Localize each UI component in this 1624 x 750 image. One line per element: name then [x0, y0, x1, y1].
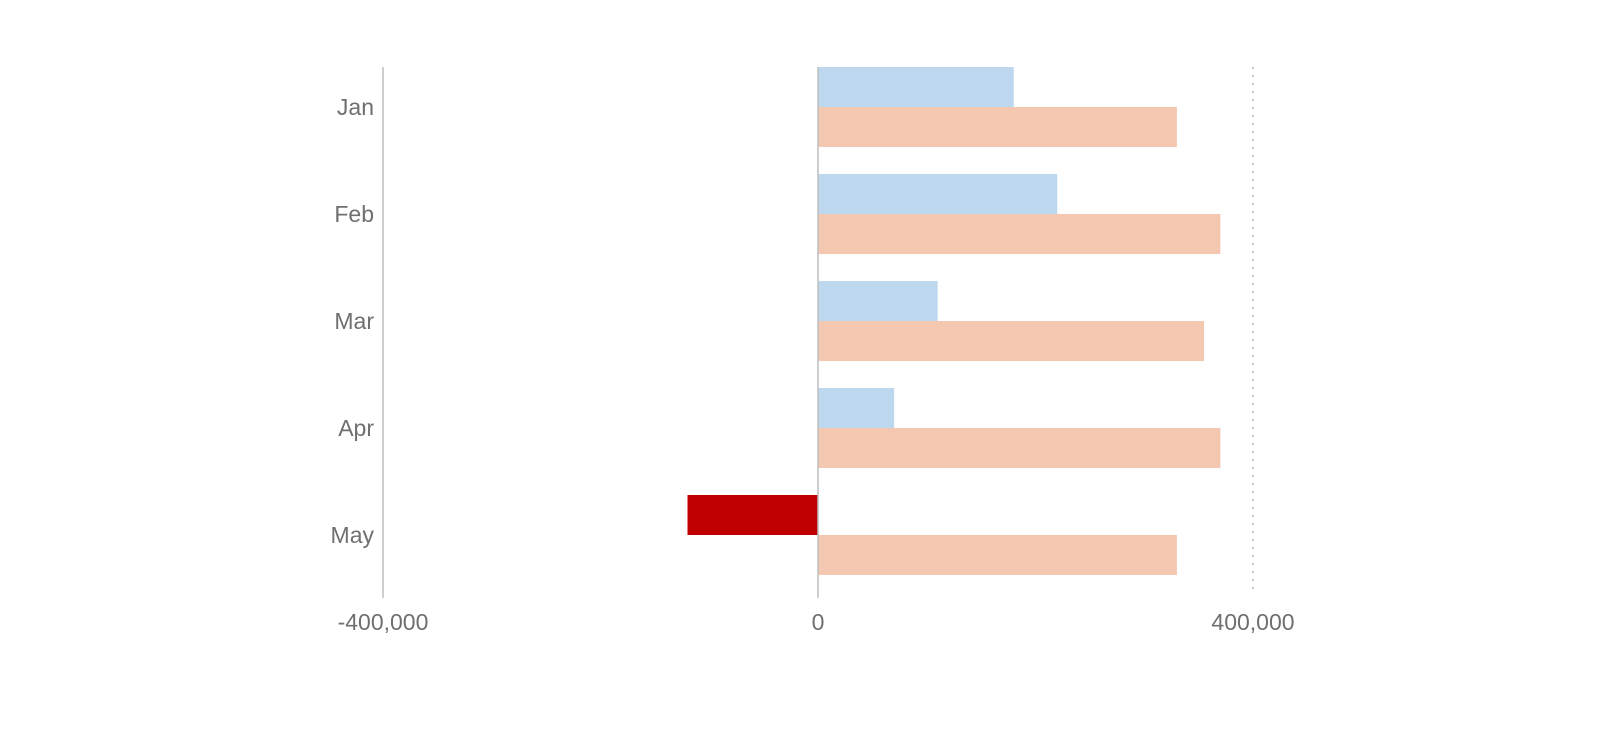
category-label-jan: Jan — [337, 94, 374, 120]
x-tick-label-0: -400,000 — [338, 609, 429, 635]
bar-mar-series-2 — [818, 321, 1205, 361]
x-tick-label-2: 400,000 — [1211, 609, 1294, 635]
category-label-may: May — [331, 522, 375, 548]
bar-may-series-2 — [818, 535, 1177, 575]
bar-feb-series-1 — [818, 174, 1058, 214]
bar-may-series-1 — [687, 495, 818, 535]
bar-apr-series-2 — [818, 428, 1221, 468]
x-tick-label-1: 0 — [812, 609, 825, 635]
bar-apr-series-1 — [818, 388, 895, 428]
bar-mar-series-1 — [818, 281, 938, 321]
category-label-feb: Feb — [334, 201, 374, 227]
category-label-apr: Apr — [338, 415, 374, 441]
bar-jan-series-1 — [818, 67, 1014, 107]
bar-jan-series-2 — [818, 107, 1177, 147]
bar-feb-series-2 — [818, 214, 1221, 254]
category-label-mar: Mar — [334, 308, 374, 334]
